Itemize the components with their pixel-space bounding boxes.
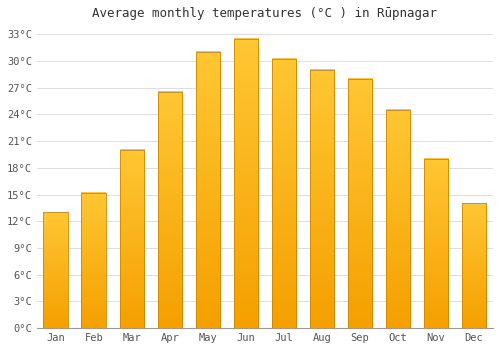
Bar [158, 92, 182, 328]
Bar [272, 59, 296, 328]
Bar [120, 150, 144, 328]
Bar [44, 212, 68, 328]
Bar [348, 79, 372, 328]
Bar [386, 110, 410, 328]
Bar [386, 110, 410, 328]
Bar [44, 212, 68, 328]
Bar [310, 70, 334, 328]
Bar [196, 52, 220, 328]
Bar [424, 159, 448, 328]
Bar [462, 203, 486, 328]
Bar [462, 203, 486, 328]
Bar [234, 38, 258, 328]
Bar [120, 150, 144, 328]
Bar [82, 193, 106, 328]
Bar [310, 70, 334, 328]
Bar [158, 92, 182, 328]
Bar [348, 79, 372, 328]
Bar [272, 59, 296, 328]
Bar [424, 159, 448, 328]
Bar [234, 38, 258, 328]
Bar [82, 193, 106, 328]
Bar [196, 52, 220, 328]
Title: Average monthly temperatures (°C ) in Rūpnagar: Average monthly temperatures (°C ) in Rū… [92, 7, 438, 20]
